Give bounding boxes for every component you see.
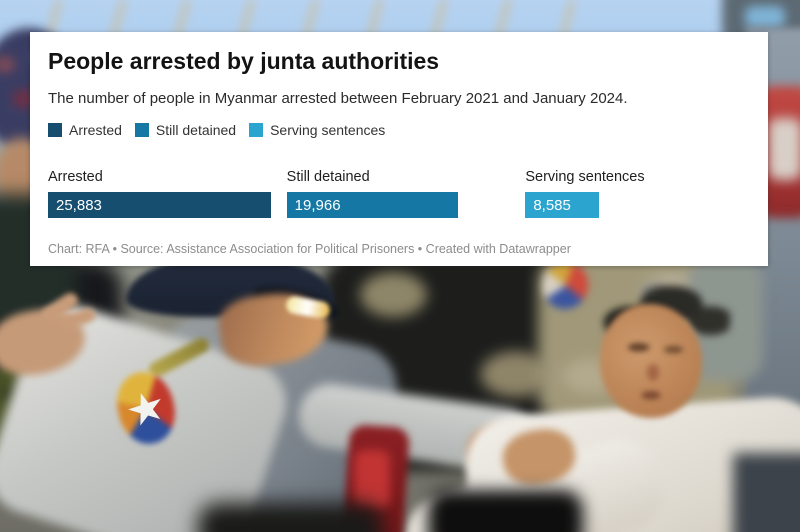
legend-item-still-detained: Still detained — [134, 122, 237, 138]
chart-legend: Arrested Still detained Serving sentence… — [48, 122, 748, 138]
bar-category-label: Still detained — [286, 169, 370, 185]
red-cloth-highlight — [354, 450, 390, 508]
bar-serving-sentences: 8,585 — [525, 192, 600, 218]
bar-column-still-detained: Still detained 19,966 — [286, 169, 510, 218]
chart-subtitle: The number of people in Myanmar arrested… — [48, 90, 628, 107]
bar-category-label: Serving sentences — [525, 169, 645, 185]
top-right-glass — [745, 6, 785, 28]
legend-label: Still detained — [155, 122, 237, 138]
chart-card: People arrested by junta authorities The… — [30, 32, 768, 266]
bar-column-arrested: Arrested 25,883 — [48, 169, 271, 218]
legend-swatch-still-detained — [134, 123, 149, 137]
red-banner-highlight — [768, 118, 800, 180]
detainee-face-features — [600, 304, 702, 418]
chart-attribution: Chart: RFA • Source: Assistance Associat… — [48, 242, 571, 256]
bottom-right-crowd — [733, 453, 800, 532]
bottom-dark-figure — [428, 490, 583, 532]
legend-label: Serving sentences — [270, 122, 386, 138]
bar-arrested: 25,883 — [48, 192, 271, 218]
chart-title: People arrested by junta authorities — [48, 48, 440, 74]
legend-swatch-arrested — [48, 123, 62, 137]
legend-swatch-serving-sentences — [249, 123, 264, 137]
legend-item-serving-sentences: Serving sentences — [249, 122, 385, 138]
legend-label: Arrested — [69, 122, 122, 138]
bar-value-label: 8,585 — [533, 196, 571, 214]
bar-still-detained: 19,966 — [286, 192, 459, 218]
bottom-shadow — [198, 503, 383, 532]
bar-track: 25,883 — [48, 192, 271, 218]
bar-column-serving-sentences: Serving sentences 8,585 — [525, 169, 748, 218]
legend-item-arrested: Arrested — [48, 122, 122, 138]
bar-track: 8,585 — [525, 192, 748, 218]
bar-category-label: Arrested — [48, 169, 103, 185]
bar-value-label: 25,883 — [56, 196, 102, 214]
bar-value-label: 19,966 — [294, 196, 341, 214]
bar-chart: Arrested 25,883 Still detained 19,966 Se… — [48, 169, 748, 218]
bar-track: 19,966 — [286, 192, 510, 218]
